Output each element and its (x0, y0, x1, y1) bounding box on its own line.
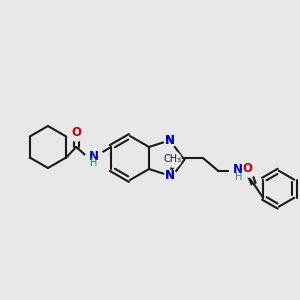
Text: N: N (233, 164, 243, 176)
Text: O: O (71, 127, 81, 140)
Text: N: N (88, 149, 99, 163)
Text: O: O (243, 162, 253, 175)
Text: N: N (165, 134, 175, 147)
Text: H: H (90, 158, 97, 168)
Text: N: N (165, 169, 175, 182)
Text: H: H (235, 172, 242, 182)
Text: CH₃: CH₃ (164, 154, 182, 164)
Text: N: N (165, 134, 175, 147)
Text: N: N (165, 169, 175, 182)
